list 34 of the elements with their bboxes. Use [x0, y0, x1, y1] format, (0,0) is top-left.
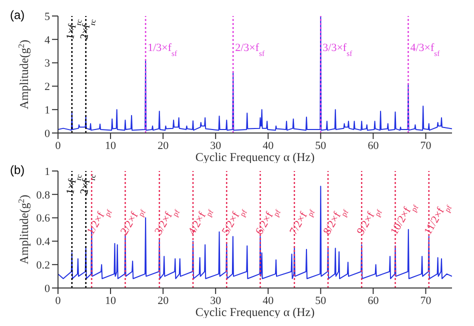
y-tick-label: 0.6	[36, 212, 50, 225]
x-tick-label: 50	[315, 140, 327, 152]
x-tick-label: 40	[262, 294, 274, 307]
y-tick-label: 4	[44, 34, 50, 46]
y-tick-label: 2	[44, 81, 50, 94]
x-tick-label: 60	[368, 294, 380, 307]
ref-line-label: 1/3×f$_{sf}$	[148, 42, 178, 58]
ref-line-label: 3/3×f$_{sf}$	[322, 42, 353, 58]
x-tick-label: 0	[55, 294, 62, 307]
y-tick-label: 3	[44, 58, 50, 70]
y-tick-label: 0.8	[36, 189, 50, 202]
y-tick-label: 0	[44, 282, 50, 295]
y-tick-label: 0.2	[36, 260, 50, 272]
x-tick-label: 50	[315, 294, 327, 307]
y-tick-label: 5	[44, 10, 50, 23]
chart-title: (b)	[10, 163, 25, 177]
x-tick-label: 30	[210, 294, 222, 307]
x-tick-label: 0	[55, 140, 62, 152]
y-tick-label: 1	[44, 104, 50, 117]
y-tick-label: 1	[44, 166, 50, 178]
x-tick-label: 70	[420, 140, 432, 152]
x-tick-label: 70	[420, 294, 432, 307]
x-tick-label: 60	[368, 140, 380, 152]
y-tick-label: 0	[44, 128, 50, 140]
y-tick-label: 0.4	[36, 236, 50, 248]
chart-title: (a)	[10, 8, 25, 22]
x-tick-label: 20	[158, 294, 170, 307]
x-tick-label: 30	[210, 140, 222, 152]
x-tick-label: 20	[158, 140, 170, 152]
x-tick-label: 40	[262, 140, 274, 152]
x-tick-label: 10	[105, 140, 117, 152]
ref-line-label: 4/3×f$_{sf}$	[410, 42, 440, 58]
x-tick-label: 10	[105, 294, 117, 307]
ref-line-label: 2/3×f$_{sf}$	[235, 42, 266, 58]
